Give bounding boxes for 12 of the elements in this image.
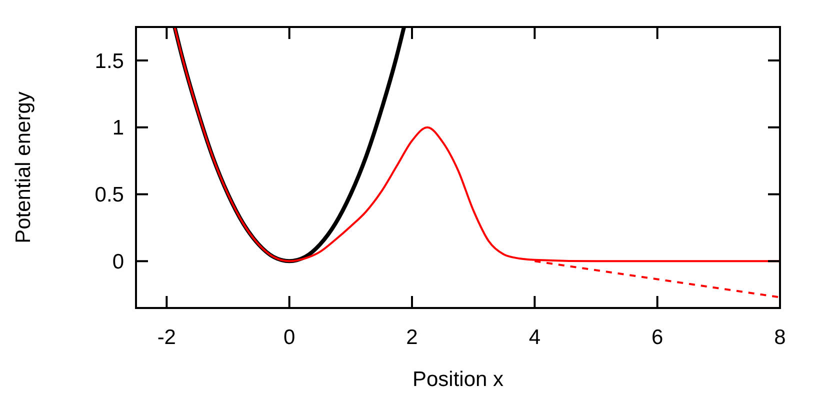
- x-tick-label: 8: [774, 326, 786, 349]
- y-tick-label: 0.5: [94, 184, 124, 207]
- y-tick-label: 1.5: [94, 50, 124, 73]
- x-tick-label: 6: [651, 326, 664, 349]
- y-axis-title: Potential energy: [12, 91, 35, 244]
- x-tick-label: 2: [406, 326, 418, 349]
- x-axis-title: Position x: [412, 368, 504, 391]
- x-tick-label: 4: [528, 326, 541, 349]
- y-tick-label: 0: [112, 250, 124, 274]
- x-tick-label: -2: [157, 326, 176, 349]
- x-tick-label: 0: [283, 326, 296, 349]
- y-tick-label: 1: [112, 116, 124, 140]
